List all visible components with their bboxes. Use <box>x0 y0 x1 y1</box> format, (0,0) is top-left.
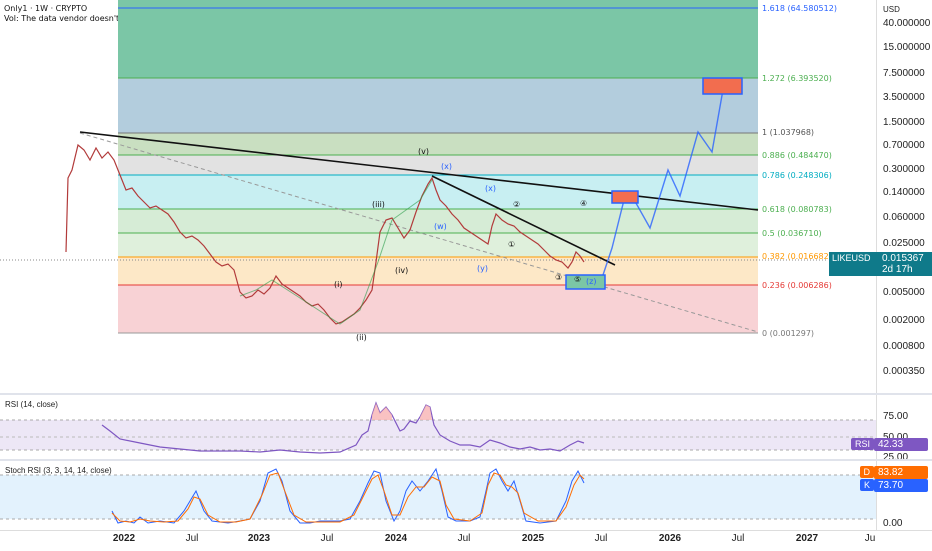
x-tick: 2026 <box>658 533 682 544</box>
price-tag-symbol: LIKEUSD <box>832 253 871 263</box>
price-value: 0.015367 2d 17h <box>876 252 932 276</box>
y-tick: 0.000350 <box>883 366 925 377</box>
rsi-chart[interactable] <box>0 395 876 459</box>
stoch-k-value: 73.70 <box>874 479 928 492</box>
y-tick: 15.000000 <box>883 42 931 53</box>
y-tick: 0.005000 <box>883 287 925 298</box>
fib-zone-1618 <box>118 0 758 78</box>
fib-zone-0618 <box>118 209 758 233</box>
wave-label-w: (w) <box>434 222 447 231</box>
x-tick: 2025 <box>521 533 545 544</box>
wave-label-2: ② <box>513 200 521 209</box>
stoch-k-tag: K <box>859 479 874 491</box>
price-value-text: 0.015367 <box>882 253 924 264</box>
stoch-title: Stoch RSI (3, 3, 14, 14, close) <box>5 466 112 475</box>
rsi-tick: 25.00 <box>883 452 909 463</box>
x-tick: Jul <box>185 533 199 544</box>
fib-label-0886: 0.886 (0.484470) <box>762 151 832 160</box>
x-tick: Jul <box>594 533 608 544</box>
wave-label-x1: (x) <box>441 162 452 171</box>
x-tick: 2027 <box>795 533 819 544</box>
rsi-tick: 75.00 <box>883 411 909 422</box>
target-box-upper <box>702 77 743 95</box>
trendline-upper <box>79 131 759 211</box>
x-tick: 2023 <box>247 533 271 544</box>
symbol-title: Only1 · 1W · CRYPTO <box>4 4 88 13</box>
wave-label-y: (y) <box>477 264 488 273</box>
wave-label-1: ① <box>508 240 516 249</box>
y-tick: 0.700000 <box>883 140 925 151</box>
wave-label-v: (v) <box>418 147 429 156</box>
y-tick: 0.025000 <box>883 238 925 249</box>
y-tick: 1.500000 <box>883 117 925 128</box>
wave-label-ii: (ii) <box>356 333 367 342</box>
fib-zone-1272 <box>118 78 758 133</box>
rsi-value: 42.33 <box>874 438 928 451</box>
y-tick: 3.500000 <box>883 92 925 103</box>
y-tick: 0.000800 <box>883 341 925 352</box>
wave-label-x2: (x) <box>485 184 496 193</box>
stoch-k-line <box>111 467 585 524</box>
stoch-d-line <box>111 472 585 523</box>
y-tick: 0.002000 <box>883 315 925 326</box>
projection-path <box>602 79 739 276</box>
y-tick: 0.140000 <box>883 187 925 198</box>
wave-label-iv: (iv) <box>395 266 409 275</box>
price-tag: LIKEUSD <box>829 252 876 276</box>
stoch-chart[interactable] <box>0 461 876 531</box>
target-box-low <box>565 274 606 290</box>
fib-label-0786: 0.786 (0.248306) <box>762 171 832 180</box>
stoch-d-value: 83.82 <box>874 466 928 479</box>
y-tick: 0.060000 <box>883 212 925 223</box>
target-box-mid <box>611 190 639 204</box>
fib-zone-0886 <box>118 155 758 175</box>
trendline-down <box>431 175 616 266</box>
main-chart[interactable] <box>0 0 876 390</box>
fib-zone-1 <box>118 133 758 155</box>
price-line <box>65 143 585 325</box>
fib-label-0236: 0.236 (0.006286) <box>762 281 832 290</box>
x-tick: Jul <box>731 533 745 544</box>
fib-zone-0382 <box>118 257 758 285</box>
panel-divider[interactable] <box>0 393 932 395</box>
fib-zone-05 <box>118 233 758 257</box>
y-axis-unit: USD <box>883 5 900 14</box>
stoch-d-tag: D <box>859 466 874 478</box>
x-tick: Jul <box>457 533 471 544</box>
rsi-tag: RSI <box>850 438 874 450</box>
fib-label-0618: 0.618 (0.080783) <box>762 205 832 214</box>
fib-zone-0786 <box>118 175 758 209</box>
fib-label-1618: 1.618 (64.580512) <box>762 4 837 13</box>
fib-label-1272: 1.272 (6.393520) <box>762 74 832 83</box>
x-tick: 2022 <box>112 533 136 544</box>
wave-label-iii: (iii) <box>372 200 385 209</box>
y-tick: 40.000000 <box>883 18 931 29</box>
stoch-tick: 0.00 <box>883 518 903 529</box>
wave-label-3: ③ <box>555 273 563 282</box>
fib-label-1: 1 (1.037968) <box>762 128 815 137</box>
wave-label-i: (i) <box>334 280 343 289</box>
rsi-title: RSI (14, close) <box>5 400 58 409</box>
wave-label-z: (z) <box>586 277 597 286</box>
x-axis[interactable] <box>0 530 932 551</box>
fib-zone-0236 <box>118 285 758 333</box>
price-countdown: 2d 17h <box>882 264 913 275</box>
x-tick: 2024 <box>384 533 408 544</box>
x-tick: Ju <box>864 533 876 544</box>
panel-divider[interactable] <box>0 459 932 461</box>
fib-label-0: 0 (0.001297) <box>762 329 815 338</box>
rsi-tick: 50.00 <box>883 432 908 443</box>
y-tick: 7.500000 <box>883 68 925 79</box>
wave-label-5: ⑤ <box>574 275 582 284</box>
x-tick: Jul <box>320 533 334 544</box>
fib-label-0382: 0.382 (0.016682) <box>762 252 832 261</box>
y-tick: 0.300000 <box>883 164 925 175</box>
rsi-line <box>101 401 585 454</box>
fib-label-05: 0.5 (0.036710) <box>762 229 822 238</box>
wave-label-4: ④ <box>580 199 588 208</box>
